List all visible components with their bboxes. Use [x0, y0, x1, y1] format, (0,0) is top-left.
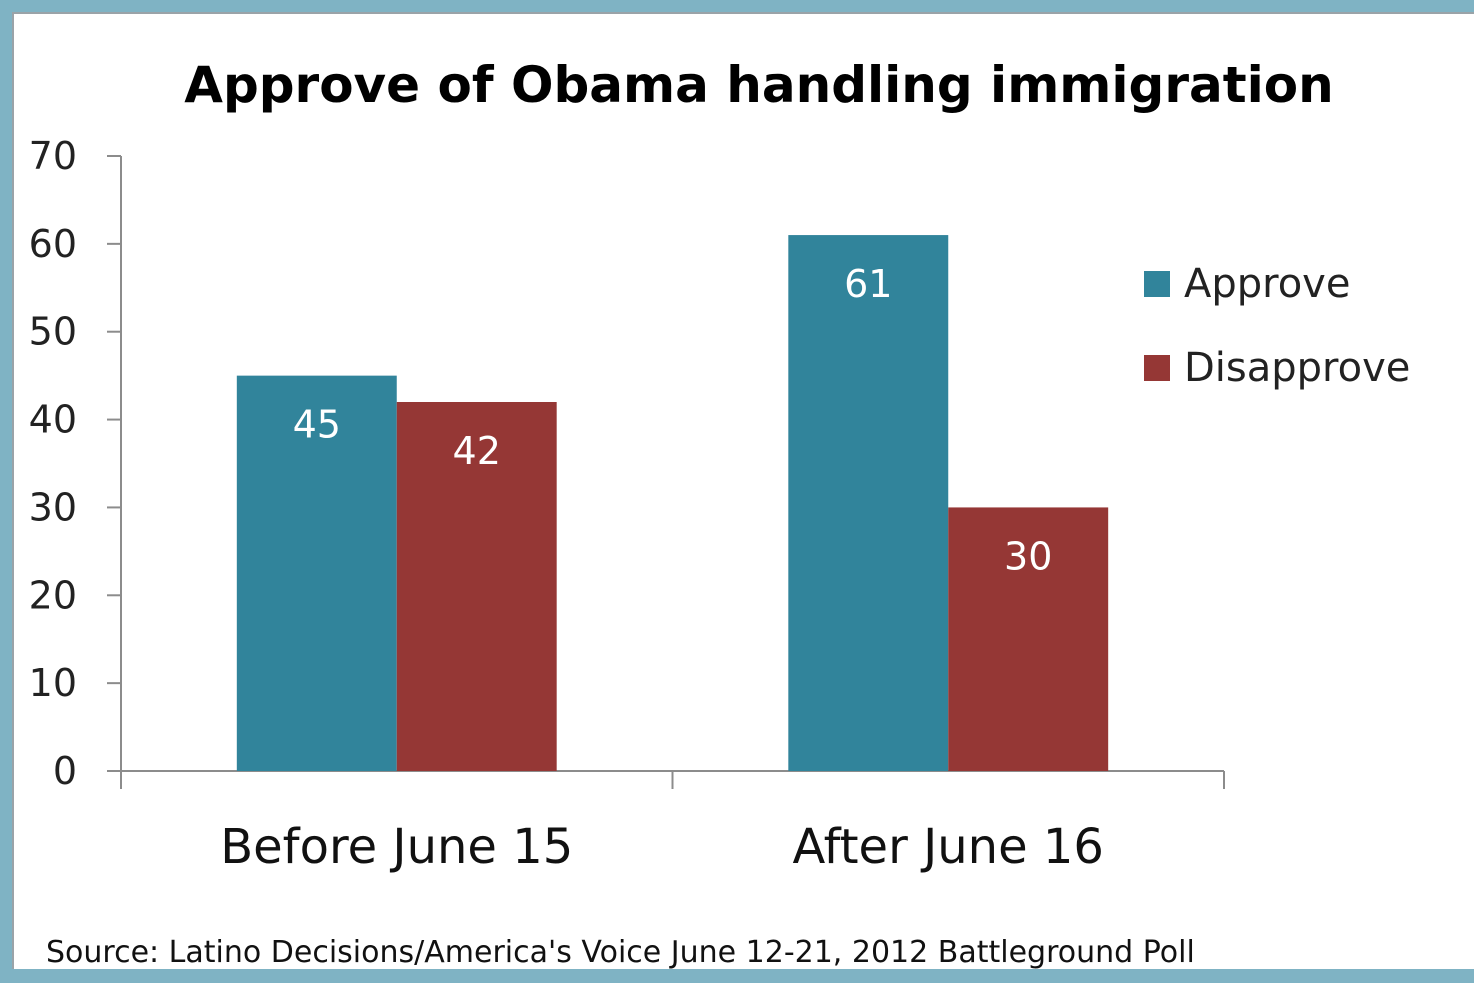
legend-swatch-disapprove — [1144, 355, 1170, 381]
legend-label-approve: Approve — [1184, 261, 1350, 307]
bar-disapprove-1 — [948, 507, 1109, 771]
data-label: 30 — [1004, 534, 1052, 578]
x-category-label: After June 16 — [793, 819, 1104, 875]
bar-disapprove-0 — [396, 402, 557, 771]
data-label: 61 — [844, 262, 892, 306]
chart-card: Approve of Obama handling immigration 0 1… — [12, 12, 1474, 970]
y-tick-label: 50 — [29, 310, 77, 354]
bar-approve-0 — [236, 375, 397, 771]
y-tick-label: 40 — [29, 398, 77, 442]
x-category-label: Before June 15 — [220, 819, 573, 875]
y-tick-label: 0 — [53, 749, 77, 793]
y-tick-label: 70 — [29, 134, 77, 178]
bar-chart: Approve of Obama handling immigration 0 1… — [29, 56, 1411, 970]
legend-swatch-approve — [1144, 271, 1170, 297]
axes: 0 10 20 30 40 50 60 70 Before June 15 After June … — [29, 134, 1225, 875]
y-tick-label: 20 — [29, 573, 77, 617]
chart-title: Approve of Obama handling immigration — [184, 56, 1333, 114]
legend: Approve Disapprove — [1144, 261, 1410, 391]
legend-label-disapprove: Disapprove — [1184, 345, 1410, 391]
y-tick-label: 30 — [29, 485, 77, 529]
y-tick-label: 10 — [29, 661, 77, 705]
y-tick-label: 60 — [29, 222, 77, 266]
data-label: 42 — [453, 429, 501, 473]
bars: 45 42 61 30 — [236, 235, 1109, 772]
source-note: Source: Latino Decisions/America's Voice… — [46, 935, 1195, 970]
bar-approve-1 — [788, 235, 949, 772]
data-label: 45 — [293, 403, 341, 447]
